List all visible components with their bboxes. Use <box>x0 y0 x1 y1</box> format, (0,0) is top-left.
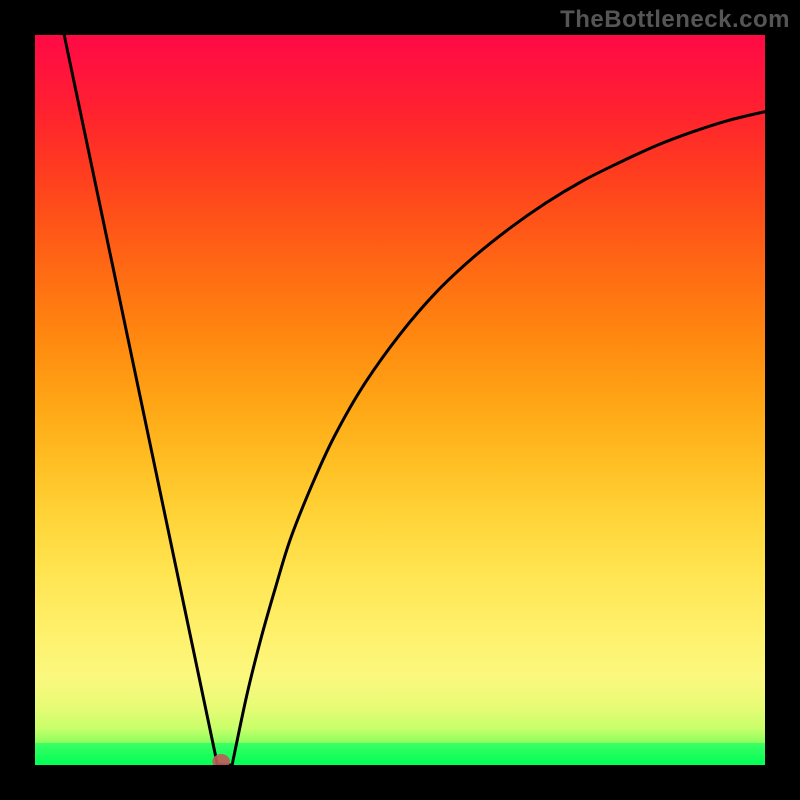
bottleneck-curve <box>64 35 765 765</box>
chart-container: TheBottleneck.com <box>0 0 800 800</box>
curve-overlay <box>35 35 765 765</box>
watermark-text: TheBottleneck.com <box>560 6 790 34</box>
